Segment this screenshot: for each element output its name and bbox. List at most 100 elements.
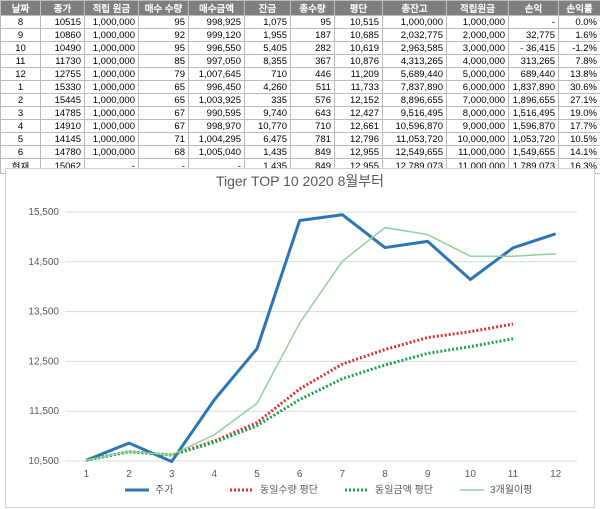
table-cell: 10 (0, 41, 41, 55)
table-cell: 95 (290, 15, 335, 29)
table-cell: 19.0% (558, 106, 600, 120)
table-cell: 11730 (40, 54, 85, 68)
table-cell: 12,955 (334, 145, 383, 159)
series-line (86, 226, 556, 461)
table-cell: 10515 (40, 15, 85, 29)
table-cell: 12,549,655 (382, 145, 447, 159)
table-cell: 511 (290, 80, 335, 94)
table-cell: 9,000,000 (446, 119, 509, 133)
table-cell: 1,000,000 (84, 93, 139, 107)
table-cell: 67 (138, 119, 189, 133)
table-cell: 1,000,000 (446, 15, 509, 29)
table-row: 10 10490 1,000,000 95 996,550 5,405 282 10,619 2… (0, 41, 600, 55)
table-cell: 12,661 (334, 119, 383, 133)
header-cell: 총수량 (290, 0, 335, 16)
data-table: 날짜 종가 적립 원금 매수 수량 매수금액 잔금 총수량 평단 총잔고 적립원금 손익 손익률 8 10… (0, 0, 600, 174)
table-cell: 1,000,000 (84, 80, 139, 94)
table-cell: 1,000,000 (84, 15, 139, 29)
table-cell: 2,963,585 (382, 41, 447, 55)
table-cell: 71 (138, 132, 189, 146)
table-cell: 997,050 (188, 54, 245, 68)
table-cell: 367 (290, 54, 335, 68)
table-row: 11 11730 1,000,000 85 997,050 8,355 367 10,876 4… (0, 54, 600, 68)
table-cell: 1,596,870 (508, 119, 559, 133)
table-cell: 32,775 (508, 28, 559, 42)
header-cell: 종가 (40, 0, 85, 16)
y-tick-label: 12,500 (28, 356, 59, 367)
table-cell: 4 (0, 119, 41, 133)
x-tick-label: 1 (84, 469, 90, 480)
table-cell: 14785 (40, 106, 85, 120)
table-cell: 4,313,265 (382, 54, 447, 68)
table-cell: 10,685 (334, 28, 383, 42)
table-cell: 5,405 (244, 41, 291, 55)
table-cell: 1,896,655 (508, 93, 559, 107)
y-tick-label: 10,500 (28, 456, 59, 467)
table-cell: 1,549,655 (508, 145, 559, 159)
table-cell: 1.6% (558, 28, 600, 42)
header-cell: 매수 수량 (138, 0, 189, 16)
table-cell: 85 (138, 54, 189, 68)
table-cell: 6 (0, 145, 41, 159)
table-cell: 11 (0, 54, 41, 68)
table-cell: 996,550 (188, 41, 245, 55)
x-tick-label: 6 (297, 469, 303, 480)
y-tick-label: 14,500 (28, 257, 59, 268)
table-cell: 14780 (40, 145, 85, 159)
table-cell: 7,000,000 (446, 93, 509, 107)
table-cell: 282 (290, 41, 335, 55)
table-row: 2 15445 1,000,000 65 1,003,925 335 576 12,152 8,… (0, 93, 600, 107)
table-cell: 8 (0, 15, 41, 29)
table-cell: 689,440 (508, 67, 559, 81)
chart: Tiger TOP 10 2020 8월부터 10,500 11,500 12,50… (5, 168, 595, 508)
table-cell: 9,516,495 (382, 106, 447, 120)
table-cell: 998,970 (188, 119, 245, 133)
table-cell: 9 (0, 28, 41, 42)
legend-label: 주가 (155, 484, 173, 496)
table-cell: 3 (0, 106, 41, 120)
table-cell: 4,260 (244, 80, 291, 94)
table-cell: 10.5% (558, 132, 600, 146)
table-cell: 0.0% (558, 15, 600, 29)
chart-frame (5, 168, 595, 508)
table-cell: 10490 (40, 41, 85, 55)
header-cell: 잔금 (244, 0, 291, 16)
table-cell: - 36,415 (508, 41, 559, 55)
header-cell: 적립 원금 (84, 0, 139, 16)
table-cell: 10,876 (334, 54, 383, 68)
table-cell: 6,000,000 (446, 80, 509, 94)
table-cell: 1,000,000 (84, 145, 139, 159)
x-tick-label: 11 (508, 469, 519, 480)
table-cell: 335 (244, 93, 291, 107)
table-cell: 1,000,000 (84, 67, 139, 81)
table-cell: 15330 (40, 80, 85, 94)
table-cell: 12 (0, 67, 41, 81)
table-cell: 27.1% (558, 93, 600, 107)
table-cell: 999,120 (188, 28, 245, 42)
table-cell: 79 (138, 67, 189, 81)
table-cell: 1,000,000 (382, 15, 447, 29)
table-cell: 710 (290, 119, 335, 133)
table-cell: 710 (244, 67, 291, 81)
chart-title: Tiger TOP 10 2020 8월부터 (216, 173, 384, 189)
table-cell: 9,740 (244, 106, 291, 120)
table-cell: 187 (290, 28, 335, 42)
table-cell: 1,000,000 (84, 28, 139, 42)
table-cell: 30.6% (558, 80, 600, 94)
table-cell: 5,000,000 (446, 67, 509, 81)
table-cell: 1 (0, 80, 41, 94)
table-cell: 8,896,655 (382, 93, 447, 107)
table-cell: 12755 (40, 67, 85, 81)
table-cell: 65 (138, 93, 189, 107)
y-tick-label: 15,500 (28, 207, 59, 218)
table-cell: 1,000,000 (84, 132, 139, 146)
table-cell: -1.2% (558, 41, 600, 55)
header-cell: 적립원금 (446, 0, 509, 16)
header-cell: 손익률 (558, 0, 600, 16)
table-cell: 10860 (40, 28, 85, 42)
table-cell: 849 (290, 145, 335, 159)
header-cell: 총잔고 (382, 0, 447, 16)
table-cell: 65 (138, 80, 189, 94)
table-cell: 1,003,925 (188, 93, 245, 107)
